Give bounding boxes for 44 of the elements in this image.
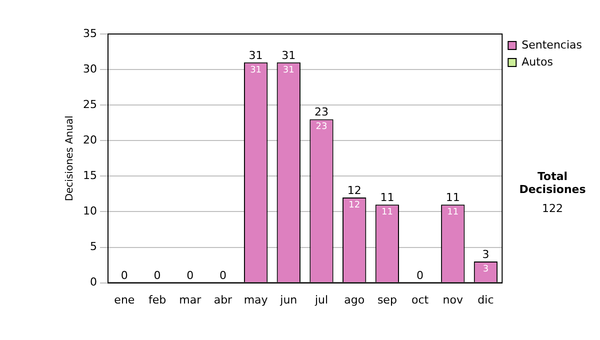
x-tick-label: ago — [344, 293, 365, 306]
total-label: 0 — [120, 269, 128, 282]
legend-label: Sentencias — [522, 38, 582, 52]
total-label: 11 — [446, 190, 460, 204]
x-tick-label: sep — [377, 293, 397, 306]
total-label: 3 — [482, 248, 490, 261]
x-tick-label: may — [244, 293, 268, 306]
x-tick-label: feb — [148, 293, 166, 306]
y-tick-label: 10 — [82, 204, 97, 218]
total-label: 12 — [347, 184, 362, 197]
y-tick-label: 35 — [82, 26, 97, 40]
total-label: 23 — [314, 106, 328, 119]
text: 122 — [541, 202, 564, 215]
x-tick-label: nov — [442, 293, 464, 306]
y-tick-label: 15 — [82, 169, 97, 182]
total-label: 31 — [248, 48, 263, 62]
total-label: 0 — [416, 269, 424, 282]
x-tick-label: dic — [478, 293, 494, 306]
y-tick-label: 20 — [82, 133, 97, 146]
x-tick-label: ene — [114, 293, 135, 306]
y-tick-label: 5 — [90, 240, 97, 254]
data-label: 3 — [482, 264, 489, 274]
data-label: 12 — [348, 200, 360, 210]
text: Total Decisiones — [518, 170, 587, 196]
x-tick-label: mar — [179, 293, 202, 306]
data-label: 11 — [447, 207, 459, 218]
data-label: 31 — [282, 65, 294, 76]
x-tick-label: jul — [314, 293, 328, 306]
x-tick-label: jun — [279, 293, 298, 306]
y-tick-label: 25 — [82, 98, 97, 111]
total-label: 0 — [154, 269, 161, 282]
y-tick-label: 0 — [90, 276, 97, 289]
y-axis-title: Decisiones Anual — [64, 116, 76, 202]
x-tick-label: oct — [411, 293, 430, 306]
y-tick-label: 30 — [82, 62, 97, 76]
data-label: 31 — [250, 65, 262, 76]
data-label: 23 — [316, 122, 328, 132]
total-label: 0 — [219, 269, 226, 282]
total-label: 0 — [186, 269, 194, 282]
total-label: 11 — [380, 190, 394, 204]
x-tick-label: abr — [214, 293, 233, 306]
data-label: 11 — [381, 207, 393, 218]
legend-label: Autos — [522, 55, 554, 68]
total-label: 31 — [282, 48, 296, 62]
